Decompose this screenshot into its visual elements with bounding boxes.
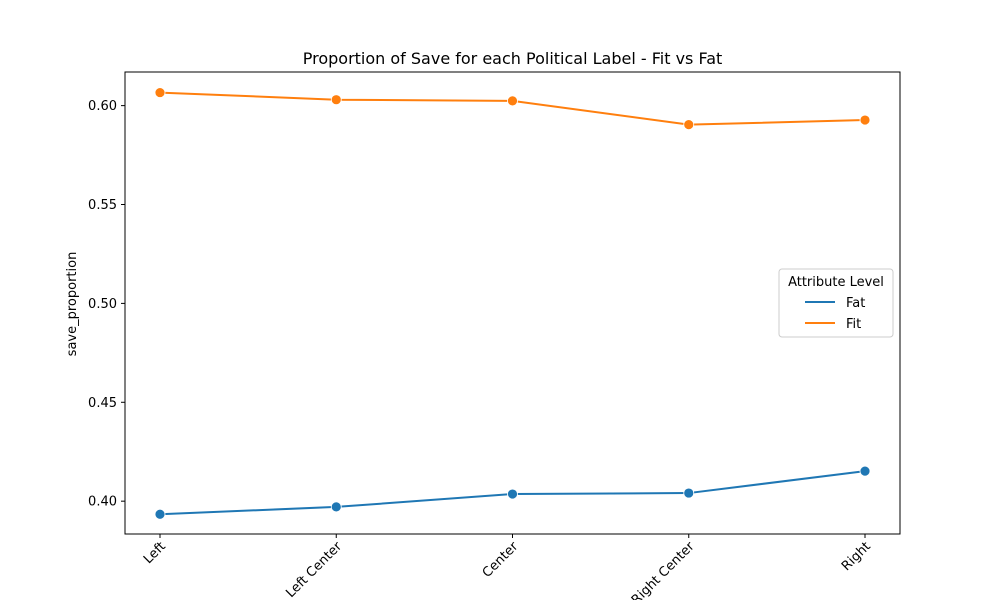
series-points [154,87,871,520]
y-tick-label: 0.50 [88,297,117,312]
y-tick-label: 0.55 [88,198,117,213]
y-tick-label: 0.45 [88,396,117,411]
legend-label-fit: Fit [846,317,861,332]
data-point-fit [330,94,342,106]
data-point-fat [154,508,166,520]
legend-title: Attribute Level [788,275,884,290]
legend-label-fat: Fat [846,296,865,311]
plot-frame [124,71,901,535]
data-point-fit [683,119,695,131]
chart-title: Proportion of Save for each Political La… [303,49,723,68]
y-tick-label: 0.40 [88,495,117,510]
data-point-fit [154,87,166,98]
data-point-fat [683,487,695,499]
y-axis-label: save_proportion [65,252,80,357]
y-tick-label: 0.60 [88,99,117,114]
data-point-fat [507,488,518,500]
legend-box [778,268,894,338]
data-point-fat [859,465,871,477]
data-point-fit [507,95,518,107]
data-point-fat [330,501,342,513]
legend: Attribute Level Fat Fit [778,268,894,338]
data-point-fit [859,114,871,126]
